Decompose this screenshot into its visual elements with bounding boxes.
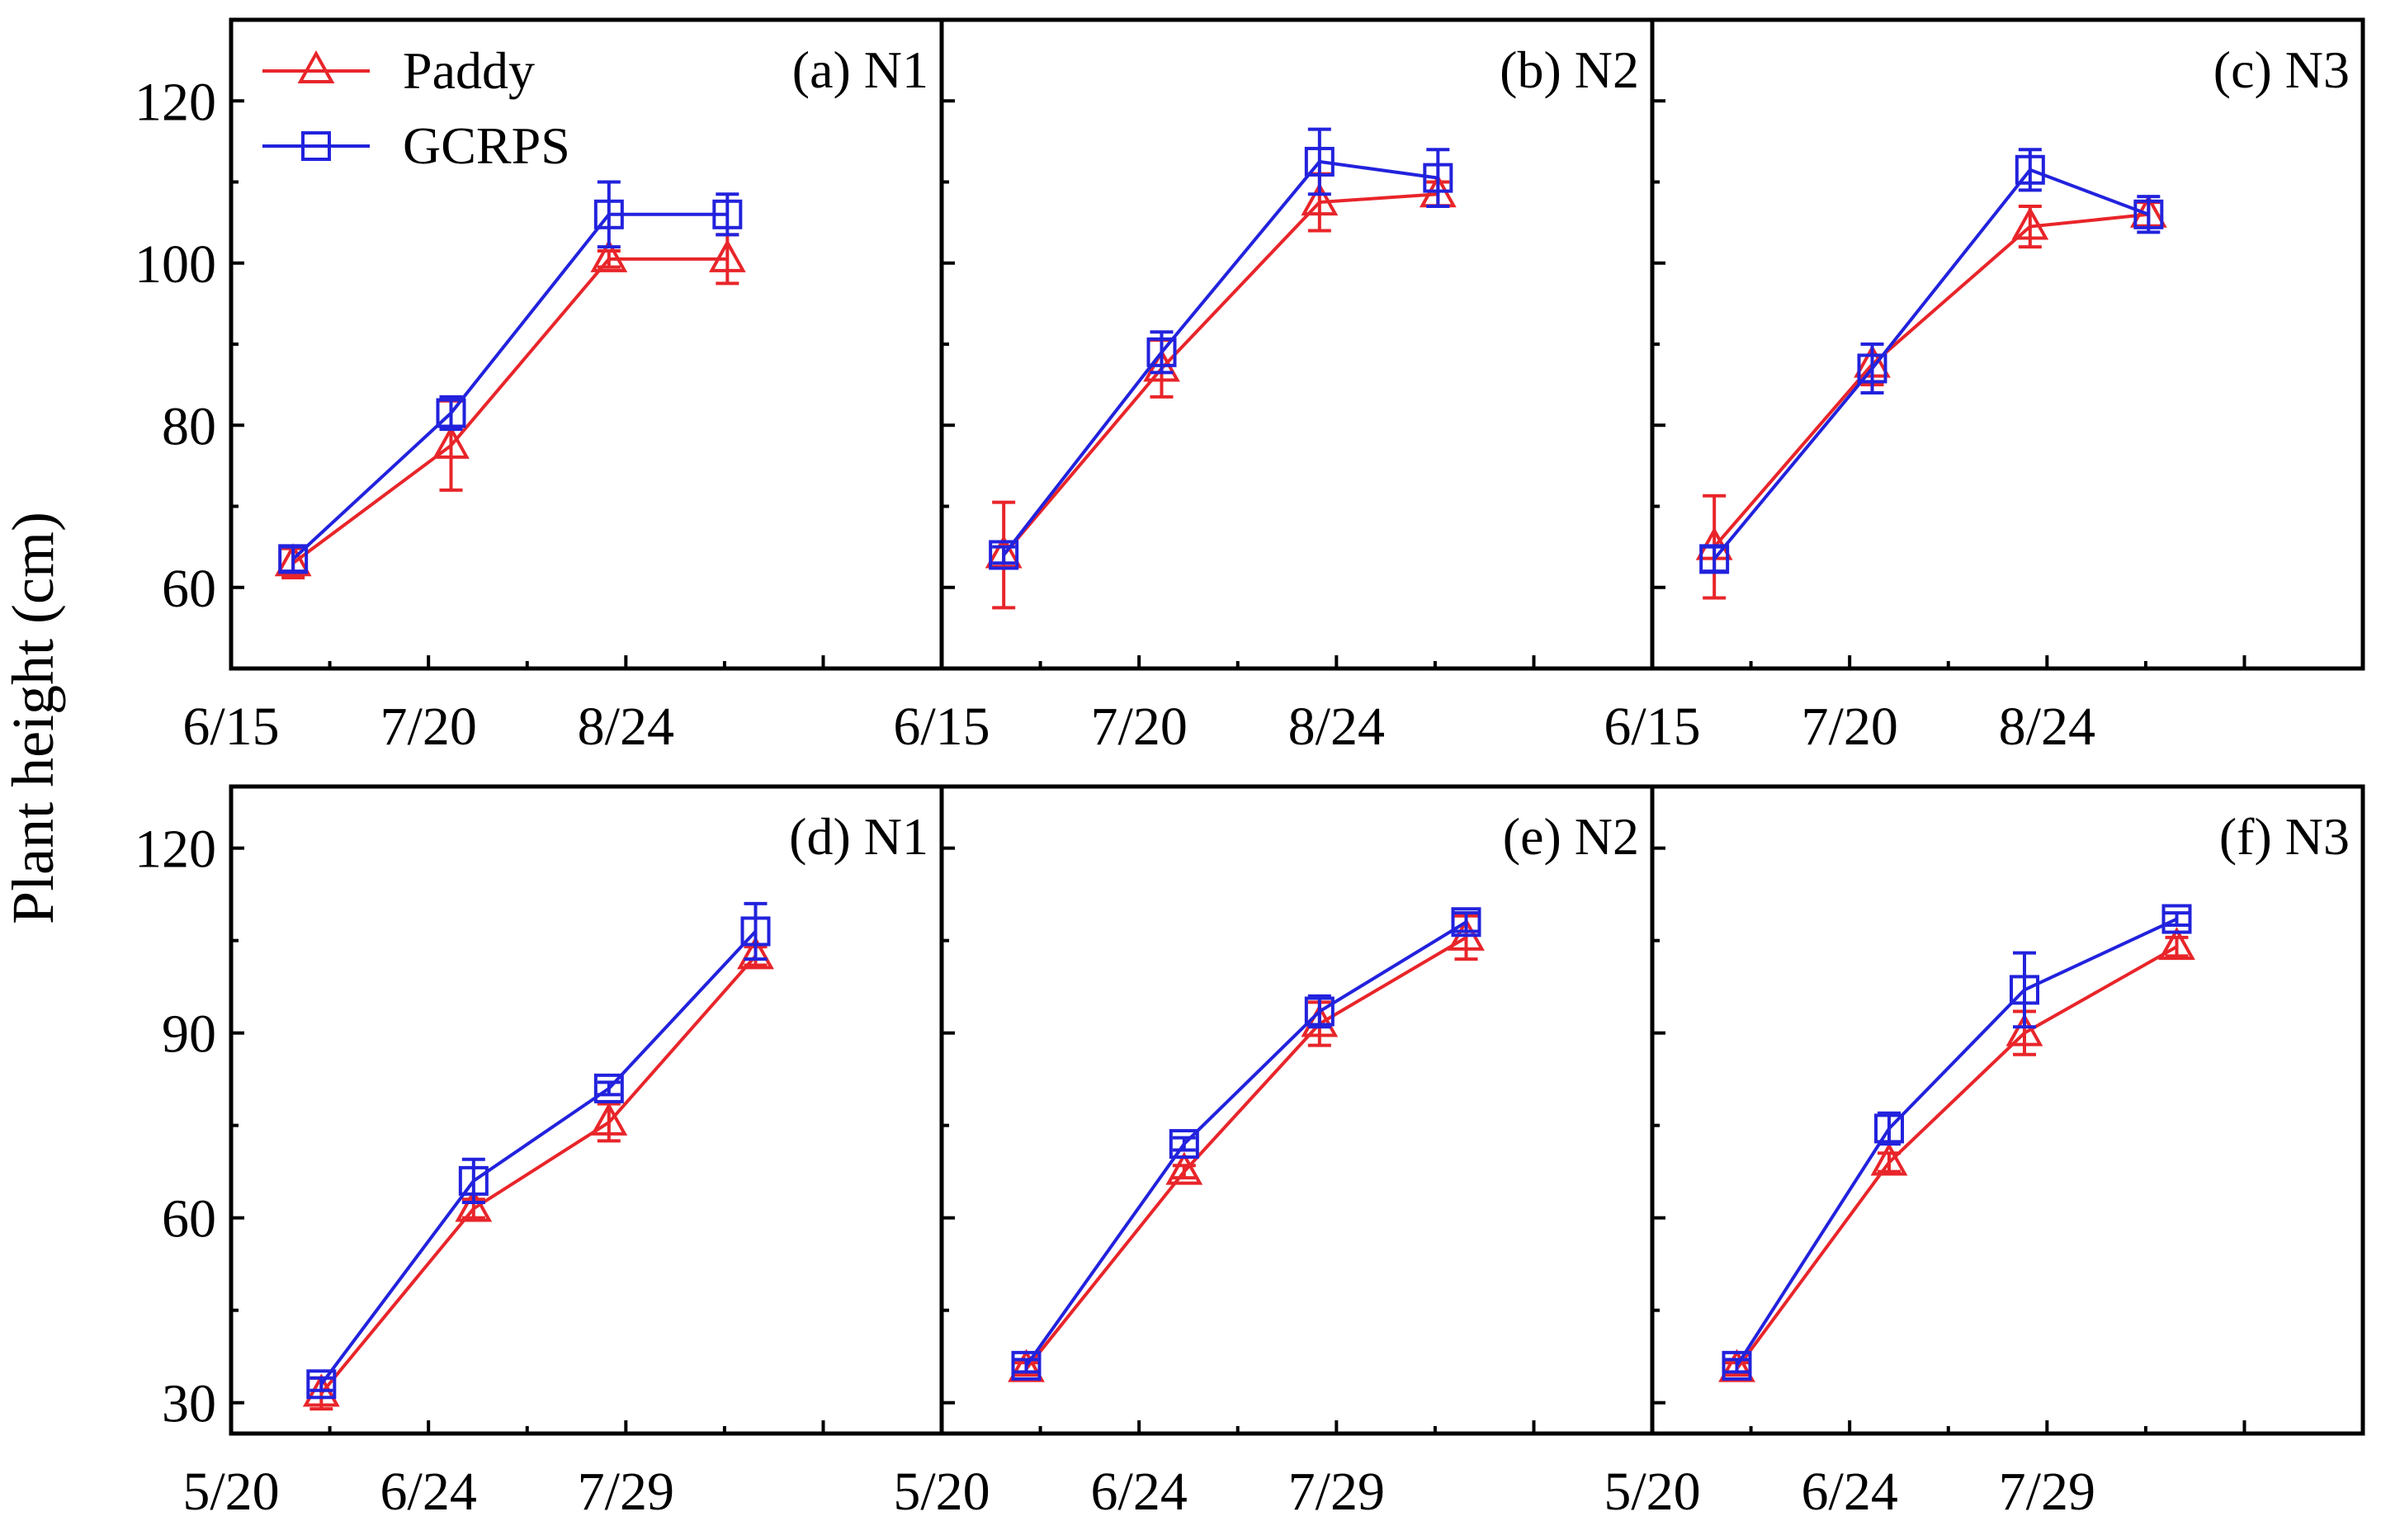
panel-3-gcrps-point-2	[2015, 154, 2045, 185]
panel-3-xtick-label-2: 8/24	[1999, 697, 2095, 757]
panel-3-xtick-label-1: 7/20	[1801, 697, 1897, 757]
panel-3-gcrps-line	[1713, 168, 2150, 560]
panel-1-gcrps-point-2	[593, 199, 624, 229]
panel-4-gcrps-point-0	[306, 1369, 337, 1400]
panel-1-ytick-label-1: 80	[162, 396, 216, 456]
legend-paddy-label: Paddy	[403, 41, 535, 100]
panel-5-gcrps-point-3	[1451, 907, 1481, 938]
panel-1-gcrps-point-3	[712, 199, 743, 229]
panel-6-frame	[1650, 784, 2365, 1436]
panel-4-ytick-label-1: 60	[162, 1189, 216, 1249]
panel-3: 6/15 7/20 8/24 (c) N3	[1604, 17, 2365, 757]
panel-1-xtick-label-0: 6/15	[182, 697, 279, 757]
panel-4-gcrps-point-1	[458, 1165, 489, 1196]
panel-6-xtick-label-1: 6/24	[1801, 1462, 1897, 1522]
panel-5-gcrps-point-0	[1011, 1350, 1042, 1381]
panel-1-ytick-label-3: 120	[135, 72, 216, 132]
panel-2-gcrps-point-2	[1304, 146, 1335, 177]
panel-1-xtick-label-2: 8/24	[578, 697, 674, 757]
panel-6-title: (f) N3	[2219, 807, 2350, 866]
panel-1-paddy-point-2	[590, 239, 628, 272]
panel-6-xtick-label-2: 7/29	[1999, 1462, 2095, 1522]
panel-1: 60 80 100 120 6/15 7/20 8/24 (a) N1	[135, 17, 944, 757]
panel-1-title: (a) N1	[792, 40, 928, 99]
panel-1-gcrps-point-0	[278, 544, 309, 574]
panel-1-gcrps-point-1	[436, 398, 466, 428]
panel-5: 5/20 6/24 7/29 (e) N2	[893, 784, 1655, 1522]
panel-2-paddy-point-2	[1301, 182, 1339, 216]
panel-6-gcrps-line	[1735, 917, 2178, 1367]
panel-1-gcrps-line	[291, 212, 728, 560]
panel-4-ytick-label-3: 120	[135, 820, 216, 880]
panel-2: 6/15 7/20 8/24 (b) N2	[893, 17, 1655, 757]
panel-1-frame	[229, 17, 944, 671]
panel-2-xtick-label-0: 6/15	[893, 697, 990, 757]
legend-paddy-marker	[297, 50, 335, 83]
panel-2-xtick-label-2: 8/24	[1288, 697, 1385, 757]
panel-4-ytick-label-0: 30	[162, 1374, 216, 1434]
panel-4-paddy-point-1	[455, 1188, 493, 1222]
panel-6: 5/20 6/24 7/29 (f) N3	[1604, 784, 2365, 1522]
panel-2-paddy-line	[1002, 192, 1439, 556]
panel-3-gcrps-point-3	[2133, 199, 2164, 229]
panel-5-paddy-point-1	[1165, 1151, 1203, 1185]
panel-6-gcrps-point-0	[1722, 1350, 1752, 1381]
panel-3-paddy-point-2	[2011, 206, 2049, 240]
panel-5-paddy-line	[1024, 936, 1467, 1370]
legend-gcrps-marker	[301, 131, 331, 161]
panel-5-xtick-label-0: 5/20	[893, 1462, 990, 1522]
panel-1-paddy-point-1	[432, 425, 470, 459]
panel-2-xtick-label-1: 7/20	[1090, 697, 1187, 757]
panel-5-gcrps-line	[1024, 920, 1467, 1368]
panel-5-gcrps-point-1	[1169, 1129, 1199, 1160]
panel-6-paddy-line	[1735, 945, 2178, 1370]
panel-4-xtick-label-0: 5/20	[182, 1462, 279, 1522]
panel-6-xtick-label-0: 5/20	[1604, 1462, 1700, 1522]
panel-2-gcrps-point-1	[1146, 337, 1177, 367]
panel-6-gcrps-point-1	[1874, 1113, 1904, 1144]
panel-5-xtick-label-2: 7/29	[1288, 1462, 1385, 1522]
panel-2-frame	[939, 17, 1655, 671]
panel-3-title: (c) N3	[2213, 40, 2350, 99]
legend: Paddy GCRPS	[262, 41, 570, 175]
panel-4-xtick-label-2: 7/29	[578, 1462, 674, 1522]
y-axis-label: Plant height (cm)	[0, 512, 66, 924]
panel-6-paddy-point-2	[2005, 1013, 2043, 1046]
panel-1-xtick-label-1: 7/20	[380, 697, 476, 757]
panel-4-gcrps-point-2	[593, 1073, 624, 1103]
panel-6-gcrps-point-3	[2161, 904, 2192, 934]
panel-5-xtick-label-1: 6/24	[1090, 1462, 1187, 1522]
panel-4: 30 60 90 120 5/20 6/24 7/29 (d) N1	[135, 784, 944, 1522]
panel-1-paddy-point-3	[708, 239, 746, 272]
panel-2-gcrps-line	[1002, 159, 1439, 556]
legend-gcrps-label: GCRPS	[403, 116, 570, 175]
panel-3-xtick-label-0: 6/15	[1604, 697, 1700, 757]
panel-6-gcrps-point-2	[2010, 975, 2039, 1005]
panel-1-ytick-label-0: 60	[162, 559, 216, 619]
panel-3-frame	[1650, 17, 2365, 671]
panel-1-paddy-point-0	[274, 543, 312, 577]
panel-6-paddy-point-3	[2158, 927, 2195, 961]
panel-3-paddy-line	[1713, 212, 2149, 548]
panel-6-paddy-point-1	[1870, 1142, 1908, 1176]
panel-1-ytick-label-2: 100	[135, 234, 216, 295]
panel-4-ytick-label-2: 90	[162, 1004, 216, 1065]
panel-2-gcrps-point-3	[1423, 163, 1453, 193]
panel-5-title: (e) N2	[1503, 807, 1639, 866]
panel-4-gcrps-point-3	[740, 916, 771, 947]
panel-4-paddy-point-3	[737, 936, 774, 970]
panel-4-gcrps-line	[319, 930, 757, 1386]
panel-2-gcrps-point-0	[989, 540, 1019, 570]
panel-1-paddy-line	[291, 257, 728, 565]
panel-4-xtick-label-1: 6/24	[380, 1462, 476, 1522]
panel-3-gcrps-point-1	[1857, 353, 1887, 384]
panel-4-frame	[229, 784, 944, 1436]
panel-5-gcrps-point-2	[1304, 996, 1335, 1027]
panel-2-title: (b) N2	[1500, 40, 1639, 99]
panel-4-title: (d) N1	[789, 807, 928, 866]
panel-4-paddy-line	[319, 955, 758, 1395]
panel-4-paddy-point-2	[590, 1102, 628, 1136]
panel-3-gcrps-point-0	[1699, 544, 1730, 574]
